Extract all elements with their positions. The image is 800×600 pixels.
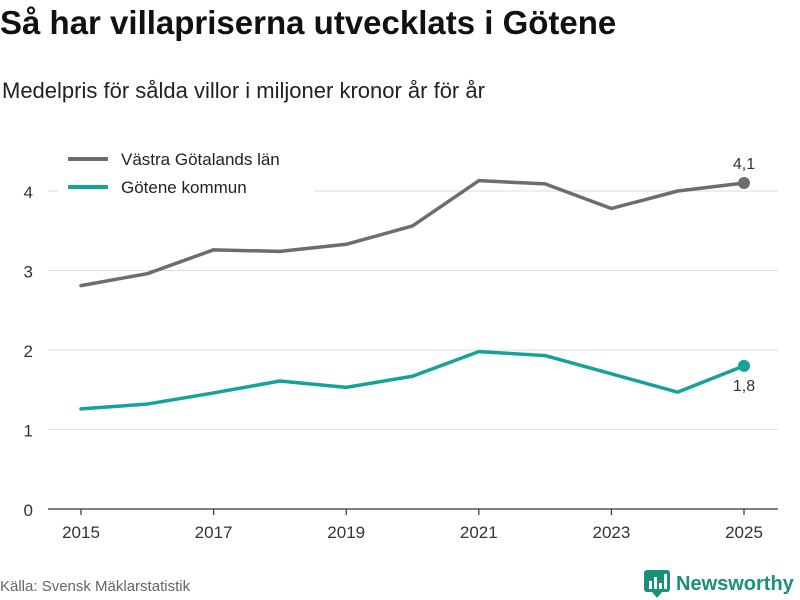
legend-label-1: Götene kommun: [121, 178, 247, 197]
brand: Newsworthy: [644, 570, 794, 598]
x-tick-label: 2023: [592, 523, 630, 542]
series-lines: [79, 178, 746, 411]
newsworthy-logo-icon: [644, 570, 670, 598]
page-title: Så har villapriserna utvecklats i Götene: [0, 4, 617, 41]
chart-subtitle: Medelpris för sålda villor i miljoner kr…: [2, 78, 485, 103]
source-note: Källa: Svensk Mäklarstatistik: [0, 578, 191, 595]
x-tick-label: 2015: [62, 523, 100, 542]
series-end-marker-0: [738, 177, 750, 190]
legend-background: [58, 142, 314, 202]
y-tick-label: 1: [24, 422, 33, 441]
x-tick-label: 2017: [195, 523, 233, 542]
x-tick-label: 2019: [327, 523, 365, 542]
series-end-marker-1: [738, 359, 750, 372]
series-line-0: [79, 178, 746, 288]
y-tick-label: 4: [24, 183, 33, 202]
series-end-label-0: 4,1: [733, 156, 755, 173]
y-tick-label: 3: [24, 263, 33, 282]
series-line-1: [79, 349, 746, 411]
end-markers: 4,1 1,8: [733, 156, 755, 395]
y-tick-label: 0: [24, 501, 33, 520]
x-tick-label: 2021: [460, 523, 498, 542]
legend-label-0: Västra Götalands län: [121, 150, 280, 169]
axes: 0 1 2 3 4 2015 2017 2019 2021 2023 2025: [24, 183, 778, 542]
x-tick-label: 2025: [725, 523, 763, 542]
y-tick-label: 2: [24, 342, 33, 361]
legend: Västra Götalands län Götene kommun: [58, 142, 314, 202]
series-end-label-1: 1,8: [733, 378, 755, 395]
brand-name: Newsworthy: [676, 572, 794, 595]
